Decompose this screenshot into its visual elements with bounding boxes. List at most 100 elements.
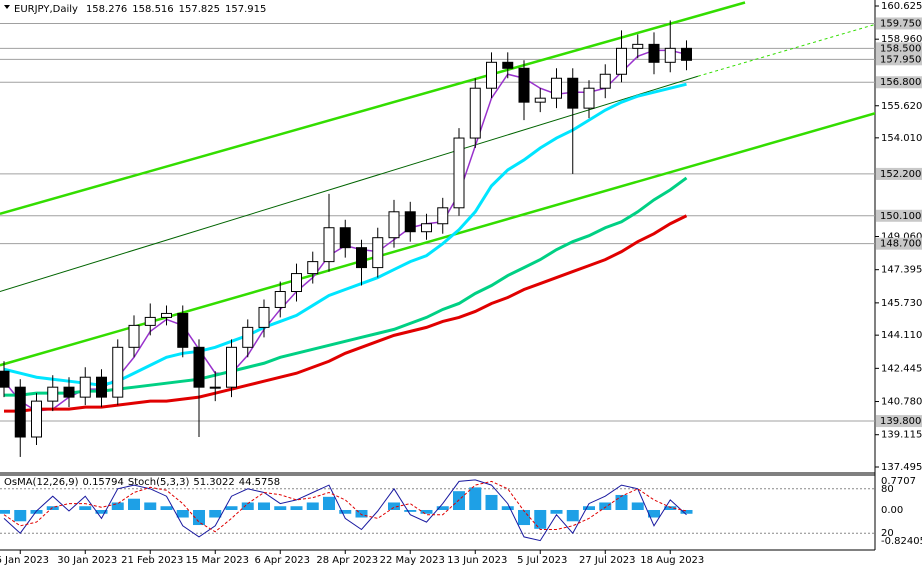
- osma-bar: [534, 509, 547, 529]
- y-tick-label: -0.82405: [881, 536, 922, 547]
- osma-bar: [79, 506, 92, 510]
- osma-bar: [420, 509, 433, 514]
- osma-bar: [193, 509, 205, 526]
- x-tick-label: 6 Jan 2023: [0, 555, 49, 566]
- price-readout: 157.825: [179, 4, 220, 15]
- candle-body: [453, 137, 465, 209]
- osma-bar: [290, 506, 303, 510]
- candle-body: [258, 306, 270, 328]
- level-label: 156.800: [880, 77, 921, 88]
- y-tick-label: 142.445: [881, 363, 922, 374]
- indicator-readout: 51.3022: [193, 477, 234, 488]
- level-box: [876, 415, 922, 428]
- candle-body: [63, 386, 75, 398]
- x-tick-label: 18 Aug 2023: [640, 555, 704, 566]
- osma-bar: [615, 494, 628, 510]
- candle-body: [502, 61, 514, 69]
- candle-body: [518, 67, 530, 103]
- candle-body: [323, 227, 335, 263]
- candle-body: [161, 312, 172, 318]
- level-label: 148.700: [880, 239, 921, 250]
- candle-body: [291, 273, 302, 293]
- candle-body: [664, 47, 676, 63]
- candle-body: [551, 77, 562, 99]
- candle-body: [616, 47, 627, 75]
- candle-body: [193, 346, 205, 388]
- candle-body: [648, 43, 660, 63]
- osma-bar: [355, 509, 368, 518]
- candle-body: [404, 211, 416, 233]
- candle-body: [599, 73, 611, 89]
- candle-body: [372, 237, 384, 269]
- y-tick-label: 158.960: [881, 34, 922, 45]
- osma-bar: [664, 506, 677, 510]
- osma-bar: [485, 494, 498, 510]
- osma-bar: [46, 506, 59, 510]
- candle-body: [486, 61, 497, 89]
- osma-bar: [306, 502, 319, 510]
- candle-body: [583, 87, 595, 109]
- osma-bar: [648, 509, 660, 518]
- osma-bar: [388, 502, 400, 510]
- osma-bar: [518, 509, 530, 526]
- price-readout: 158.276: [86, 4, 127, 15]
- candle-body: [144, 316, 156, 326]
- x-tick-label: 30 Jan 2023: [57, 555, 117, 566]
- level-box: [876, 76, 922, 89]
- osma-bar: [436, 506, 449, 510]
- indicator-title: OsMA(12,26,9): [4, 477, 79, 488]
- candle-body: [681, 47, 692, 61]
- x-tick-label: 6 Apr 2023: [255, 555, 310, 566]
- level-label: 152.200: [880, 169, 921, 180]
- osma-bar: [95, 509, 108, 514]
- y-tick-label: 154.010: [881, 133, 922, 144]
- candle-body: [307, 261, 319, 275]
- candle-body: [14, 386, 26, 438]
- osma-bar: [209, 509, 222, 518]
- moving-average: [4, 214, 688, 413]
- x-tick-label: 22 May 2023: [380, 555, 445, 566]
- osma-bar: [550, 509, 563, 514]
- candle-body: [79, 376, 91, 398]
- osma-bar: [323, 496, 335, 510]
- candle-body: [437, 207, 449, 225]
- osma-bar: [631, 502, 644, 510]
- osma-bar: [274, 506, 287, 510]
- y-tick-label: 147.395: [881, 265, 922, 276]
- candle-body: [112, 346, 124, 398]
- candle-body: [226, 346, 237, 388]
- level-box: [876, 237, 922, 250]
- osma-bar: [176, 509, 189, 518]
- candle-body: [534, 97, 546, 103]
- price-readout: 157.915: [225, 4, 266, 15]
- x-tick-label: 28 Apr 2023: [316, 555, 378, 566]
- osma-bar: [469, 487, 482, 510]
- candle-body: [388, 211, 400, 239]
- candle-body: [47, 386, 59, 402]
- candle-body: [632, 43, 644, 49]
- osma-bar: [30, 509, 43, 514]
- indicator-panel: [0, 479, 875, 542]
- y-tick-label: 0.7707: [881, 476, 916, 487]
- level-label: 139.800: [880, 416, 921, 427]
- y2-tick-label: 80: [881, 484, 894, 495]
- level-box: [876, 209, 922, 222]
- osma-bar: [258, 502, 270, 510]
- osma-bar: [566, 509, 579, 522]
- level-box: [876, 53, 922, 66]
- indicator-readout: 0.15794: [83, 477, 124, 488]
- candle-body: [96, 376, 107, 398]
- osma-bar: [144, 502, 157, 510]
- osma-bar: [404, 509, 417, 512]
- candle-body: [128, 324, 140, 348]
- osma-bar: [680, 509, 693, 514]
- level-box: [876, 42, 922, 55]
- candle-body: [356, 247, 367, 269]
- osma-bar: [339, 509, 352, 514]
- osma-bar: [160, 506, 173, 510]
- candle-body: [469, 87, 481, 139]
- indicator-title: Stoch(5,3,3): [128, 477, 190, 488]
- trendline: [0, 75, 699, 292]
